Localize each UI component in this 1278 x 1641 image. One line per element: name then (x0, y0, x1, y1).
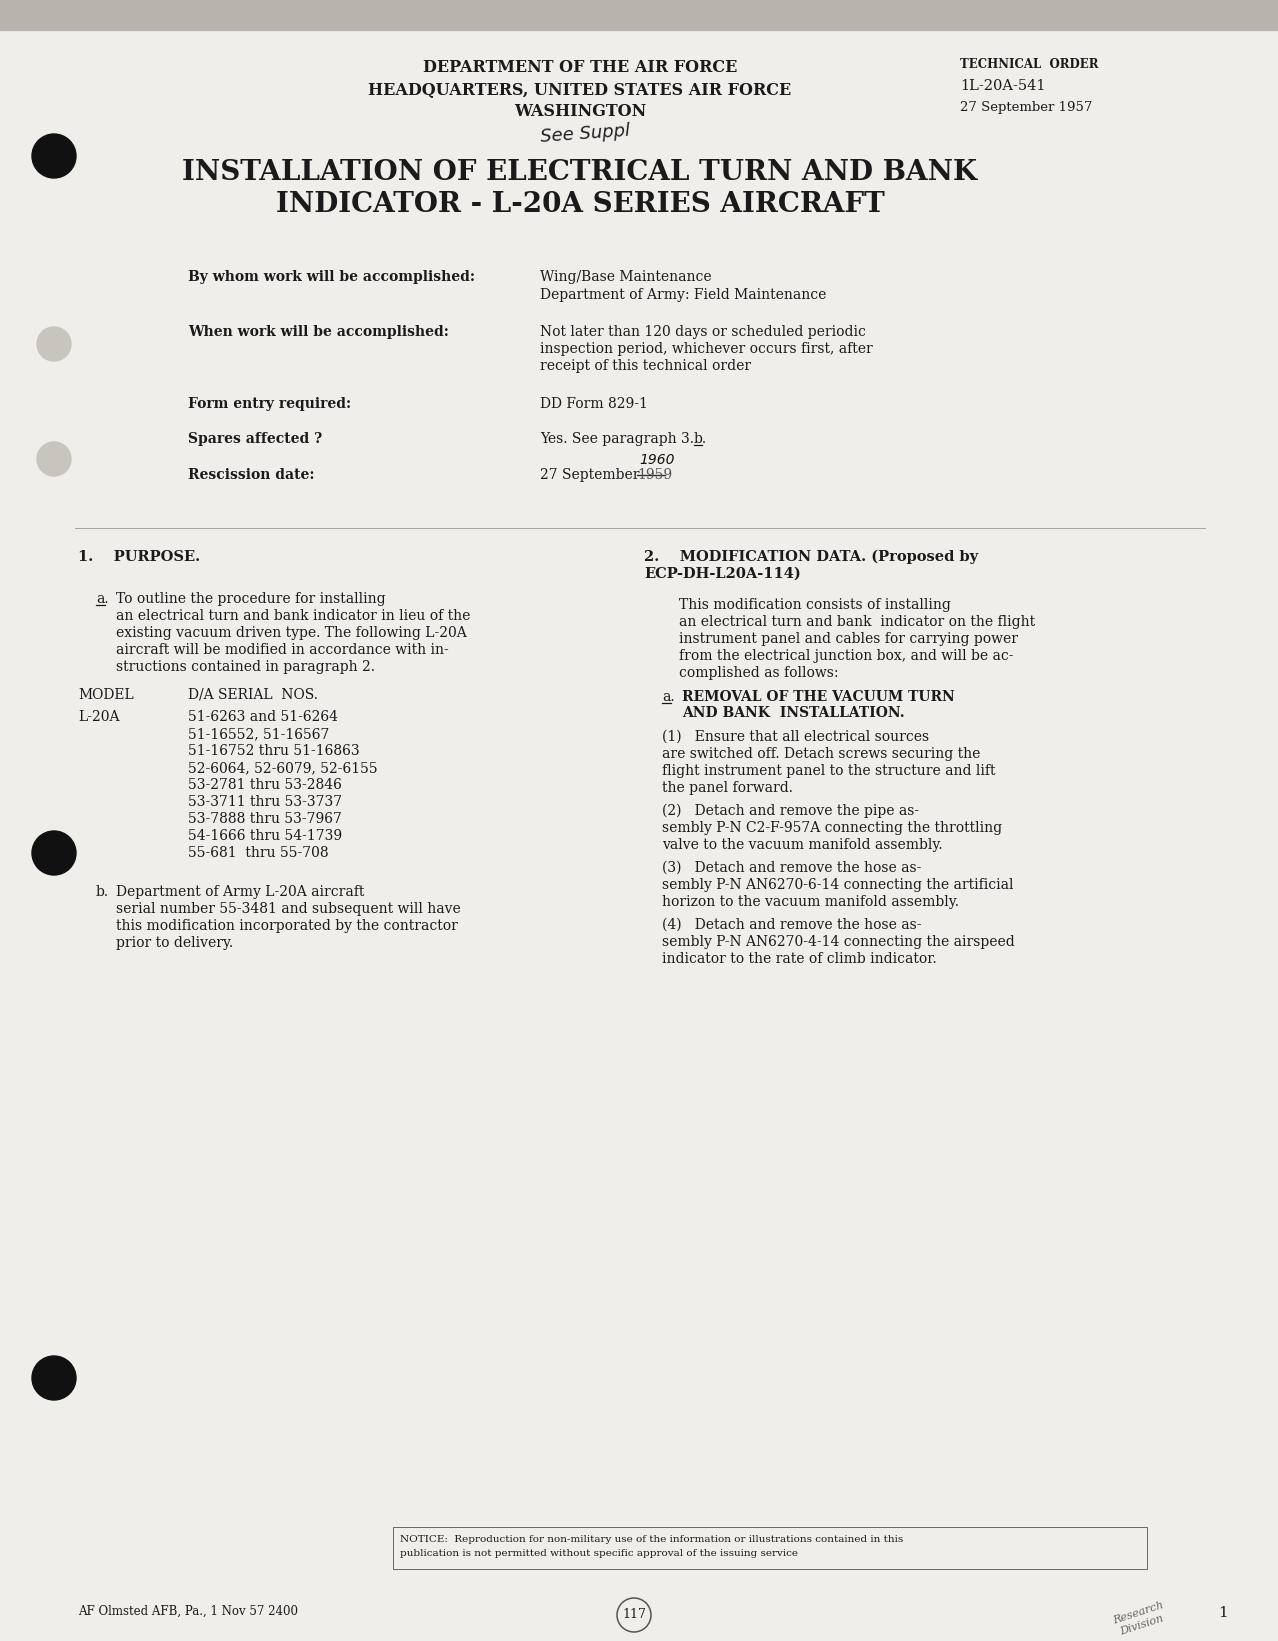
Text: 51-16552, 51-16567: 51-16552, 51-16567 (188, 727, 330, 742)
Text: this modification incorporated by the contractor: this modification incorporated by the co… (116, 919, 458, 934)
Text: indicator to the rate of climb indicator.: indicator to the rate of climb indicator… (662, 952, 937, 967)
Text: Yes. See paragraph 3.: Yes. See paragraph 3. (541, 432, 694, 446)
Text: receipt of this technical order: receipt of this technical order (541, 359, 751, 373)
Text: 27 September: 27 September (541, 468, 644, 482)
Text: 1L-20A-541: 1L-20A-541 (960, 79, 1045, 94)
Circle shape (37, 327, 72, 361)
Text: Department of Army: Field Maintenance: Department of Army: Field Maintenance (541, 289, 827, 302)
Text: Department of Army L-20A aircraft: Department of Army L-20A aircraft (116, 884, 364, 899)
Text: 51-16752 thru 51-16863: 51-16752 thru 51-16863 (188, 743, 359, 758)
Circle shape (32, 830, 75, 875)
Text: sembly P-N C2-F-957A connecting the throttling: sembly P-N C2-F-957A connecting the thro… (662, 820, 1002, 835)
Text: TECHNICAL  ORDER: TECHNICAL ORDER (960, 59, 1099, 72)
Text: b.: b. (96, 884, 109, 899)
Text: When work will be accomplished:: When work will be accomplished: (188, 325, 449, 340)
Text: DD Form 829-1: DD Form 829-1 (541, 397, 648, 410)
Text: a.: a. (96, 592, 109, 606)
Text: 1959: 1959 (636, 468, 672, 482)
Text: valve to the vacuum manifold assembly.: valve to the vacuum manifold assembly. (662, 839, 943, 852)
Text: This modification consists of installing: This modification consists of installing (679, 597, 951, 612)
Text: NOTICE:  Reproduction for non-military use of the information or illustrations c: NOTICE: Reproduction for non-military us… (400, 1534, 904, 1544)
Text: Wing/Base Maintenance: Wing/Base Maintenance (541, 271, 712, 284)
Text: 1.    PURPOSE.: 1. PURPOSE. (78, 550, 201, 565)
Text: Form entry required:: Form entry required: (188, 397, 351, 410)
Text: DEPARTMENT OF THE AIR FORCE: DEPARTMENT OF THE AIR FORCE (423, 59, 737, 77)
Text: 54-1666 thru 54-1739: 54-1666 thru 54-1739 (188, 829, 343, 843)
Text: existing vacuum driven type. The following L-20A: existing vacuum driven type. The followi… (116, 625, 466, 640)
Text: an electrical turn and bank indicator in lieu of the: an electrical turn and bank indicator in… (116, 609, 470, 624)
Text: horizon to the vacuum manifold assembly.: horizon to the vacuum manifold assembly. (662, 894, 958, 909)
Text: instrument panel and cables for carrying power: instrument panel and cables for carrying… (679, 632, 1019, 647)
Text: MODEL: MODEL (78, 688, 134, 702)
Text: a.: a. (662, 689, 675, 704)
Text: prior to delivery.: prior to delivery. (116, 935, 234, 950)
Text: REMOVAL OF THE VACUUM TURN: REMOVAL OF THE VACUUM TURN (682, 689, 955, 704)
Text: b.: b. (694, 432, 707, 446)
Text: structions contained in paragraph 2.: structions contained in paragraph 2. (116, 660, 374, 674)
Text: See Suppl: See Suppl (539, 121, 630, 146)
Text: 53-2781 thru 53-2846: 53-2781 thru 53-2846 (188, 778, 343, 793)
Text: Not later than 120 days or scheduled periodic: Not later than 120 days or scheduled per… (541, 325, 866, 340)
Text: ECP-DH-L20A-114): ECP-DH-L20A-114) (644, 568, 801, 581)
Text: (3)   Detach and remove the hose as-: (3) Detach and remove the hose as- (662, 862, 921, 875)
Text: Spares affected ?: Spares affected ? (188, 432, 322, 446)
Text: Research
Division: Research Division (1112, 1600, 1168, 1638)
Text: (4)   Detach and remove the hose as-: (4) Detach and remove the hose as- (662, 917, 921, 932)
Text: sembly P-N AN6270-4-14 connecting the airspeed: sembly P-N AN6270-4-14 connecting the ai… (662, 935, 1015, 948)
Text: INSTALLATION OF ELECTRICAL TURN AND BANK: INSTALLATION OF ELECTRICAL TURN AND BANK (183, 159, 978, 185)
Text: L-20A: L-20A (78, 711, 120, 724)
Text: an electrical turn and bank  indicator on the flight: an electrical turn and bank indicator on… (679, 615, 1035, 629)
Text: WASHINGTON: WASHINGTON (514, 103, 647, 120)
Text: are switched off. Detach screws securing the: are switched off. Detach screws securing… (662, 747, 980, 761)
Text: sembly P-N AN6270-6-14 connecting the artificial: sembly P-N AN6270-6-14 connecting the ar… (662, 878, 1013, 893)
Text: 27 September 1957: 27 September 1957 (960, 100, 1093, 113)
Text: flight instrument panel to the structure and lift: flight instrument panel to the structure… (662, 765, 996, 778)
Circle shape (32, 135, 75, 177)
Text: complished as follows:: complished as follows: (679, 666, 838, 679)
Text: the panel forward.: the panel forward. (662, 781, 794, 794)
Text: By whom work will be accomplished:: By whom work will be accomplished: (188, 271, 475, 284)
Text: To outline the procedure for installing: To outline the procedure for installing (116, 592, 386, 606)
Text: HEADQUARTERS, UNITED STATES AIR FORCE: HEADQUARTERS, UNITED STATES AIR FORCE (368, 82, 791, 98)
Text: INDICATOR - L-20A SERIES AIRCRAFT: INDICATOR - L-20A SERIES AIRCRAFT (276, 192, 884, 218)
Text: publication is not permitted without specific approval of the issuing service: publication is not permitted without spe… (400, 1549, 797, 1557)
Text: (2)   Detach and remove the pipe as-: (2) Detach and remove the pipe as- (662, 804, 919, 819)
Text: from the electrical junction box, and will be ac-: from the electrical junction box, and wi… (679, 648, 1013, 663)
Text: (1)   Ensure that all electrical sources: (1) Ensure that all electrical sources (662, 730, 929, 743)
Text: AF Olmsted AFB, Pa., 1 Nov 57 2400: AF Olmsted AFB, Pa., 1 Nov 57 2400 (78, 1605, 298, 1618)
Circle shape (37, 441, 72, 476)
Text: AND BANK  INSTALLATION.: AND BANK INSTALLATION. (682, 706, 905, 720)
Text: 55-681  thru 55-708: 55-681 thru 55-708 (188, 847, 328, 860)
Text: 51-6263 and 51-6264: 51-6263 and 51-6264 (188, 711, 337, 724)
Text: 53-7888 thru 53-7967: 53-7888 thru 53-7967 (188, 812, 343, 825)
Text: 117: 117 (622, 1608, 645, 1621)
Bar (0, 0, 1278, 30)
Text: 52-6064, 52-6079, 52-6155: 52-6064, 52-6079, 52-6155 (188, 761, 377, 775)
Text: inspection period, whichever occurs first, after: inspection period, whichever occurs firs… (541, 341, 873, 356)
Text: aircraft will be modified in accordance with in-: aircraft will be modified in accordance … (116, 643, 449, 656)
Circle shape (32, 1355, 75, 1400)
Text: Rescission date:: Rescission date: (188, 468, 314, 482)
Text: 53-3711 thru 53-3737: 53-3711 thru 53-3737 (188, 794, 343, 809)
Text: 1960: 1960 (639, 453, 675, 468)
Text: D/A SERIAL  NOS.: D/A SERIAL NOS. (188, 688, 318, 702)
Text: serial number 55-3481 and subsequent will have: serial number 55-3481 and subsequent wil… (116, 903, 461, 916)
Text: 2.    MODIFICATION DATA. (Proposed by: 2. MODIFICATION DATA. (Proposed by (644, 550, 978, 565)
Text: 1: 1 (1218, 1607, 1228, 1620)
